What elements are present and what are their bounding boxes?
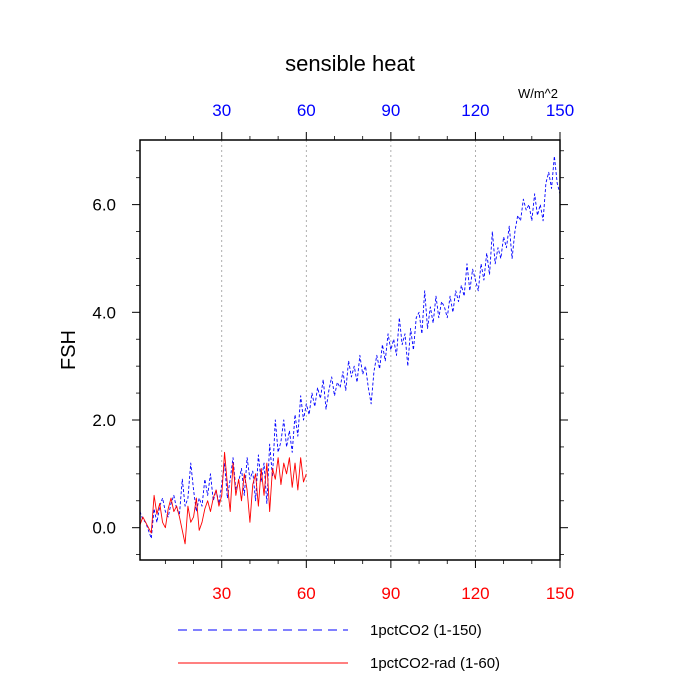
x-top-tick-label-150: 150 (546, 101, 574, 120)
series-layer (139, 155, 561, 545)
units-label: W/m^2 (518, 86, 558, 101)
x-top-tick-label-30: 30 (212, 101, 231, 120)
x-top-tick-label-120: 120 (461, 101, 489, 120)
y-tick-label-4: 4.0 (92, 303, 116, 322)
series-line-1pctco2 (139, 155, 561, 539)
y-tick-label-6: 6.0 (92, 196, 116, 215)
x-bottom-tick-label-120: 120 (461, 584, 489, 603)
x-bottom-tick-label-90: 90 (381, 584, 400, 603)
chart-title: sensible heat (285, 51, 415, 76)
y-axis-label: FSH (58, 330, 80, 370)
plot-frame (139, 139, 561, 561)
y-tick-label-2: 2.0 (92, 411, 116, 430)
x-top-tick-label-90: 90 (381, 101, 400, 120)
legend-label-1pctco2-rad: 1pctCO2-rad (1-60) (370, 655, 500, 672)
axis-ticks (132, 132, 568, 568)
grid-lines (221, 140, 476, 560)
legend: 1pctCO2 (1-150) 1pctCO2-rad (1-60) (178, 622, 500, 672)
x-bottom-tick-label-150: 150 (546, 584, 574, 603)
x-bottom-tick-label-30: 30 (212, 584, 231, 603)
x-bottom-tick-label-60: 60 (297, 584, 316, 603)
x-top-tick-label-60: 60 (297, 101, 316, 120)
series-line-1pctco2-rad (139, 451, 307, 545)
legend-label-1pctco2: 1pctCO2 (1-150) (370, 622, 482, 639)
y-tick-label-0: 0.0 (92, 519, 116, 538)
axis-tick-labels: 30 30 60 60 90 90 120 120 150 150 0.0 2.0 4.0 6.0 (92, 101, 574, 603)
